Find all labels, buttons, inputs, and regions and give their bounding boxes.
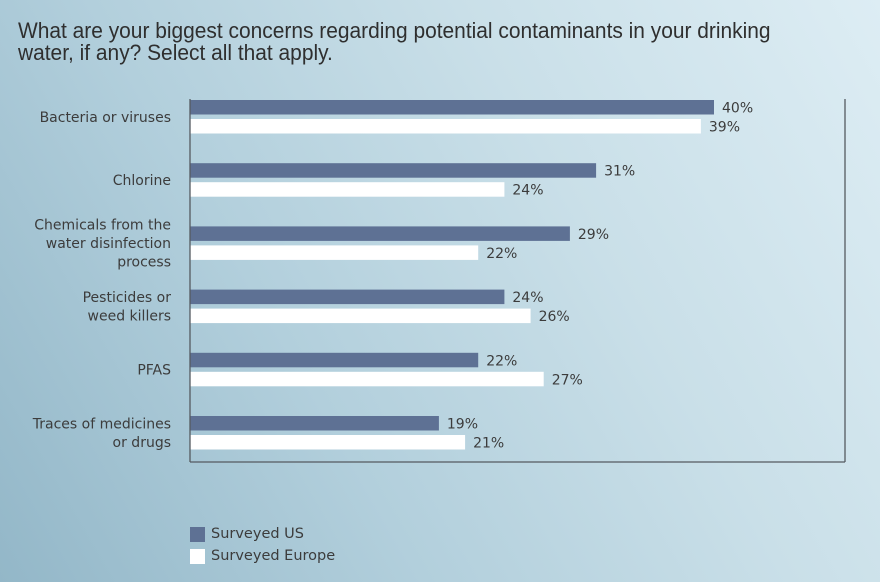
bar-europe-3 bbox=[190, 308, 531, 324]
legend-item-europe: Surveyed Europe bbox=[190, 545, 335, 567]
value-label-europe-1: 24% bbox=[512, 183, 543, 199]
legend-swatch-us bbox=[190, 526, 205, 542]
value-label-europe-2: 22% bbox=[486, 246, 517, 262]
legend-item-us: Surveyed US bbox=[190, 523, 335, 545]
category-label-3: Pesticides or weed killers bbox=[83, 290, 172, 325]
bar-us-0 bbox=[190, 100, 714, 115]
value-label-us-0: 40% bbox=[722, 101, 753, 117]
legend: Surveyed US Surveyed Europe bbox=[190, 523, 335, 567]
value-label-europe-3: 26% bbox=[539, 309, 570, 325]
bars-layer bbox=[190, 100, 714, 450]
value-label-us-4: 22% bbox=[486, 353, 517, 369]
legend-label-europe: Surveyed Europe bbox=[211, 548, 336, 564]
bar-europe-1 bbox=[190, 182, 505, 197]
value-label-us-5: 19% bbox=[447, 417, 478, 433]
value-label-europe-5: 21% bbox=[473, 436, 504, 452]
category-label-1: Chlorine bbox=[113, 173, 171, 189]
bar-us-1 bbox=[190, 163, 597, 178]
bar-europe-2 bbox=[190, 245, 479, 260]
bar-us-3 bbox=[190, 289, 505, 305]
chart-title: What are your biggest concerns regarding… bbox=[18, 18, 771, 65]
bar-us-4 bbox=[190, 352, 479, 368]
bar-europe-5 bbox=[190, 435, 466, 450]
bar-europe-0 bbox=[190, 119, 701, 134]
category-label-4: PFAS bbox=[137, 363, 171, 379]
category-label-0: Bacteria or viruses bbox=[40, 110, 171, 126]
category-label-2: Chemicals from the water disinfection proc… bbox=[34, 218, 171, 271]
category-label-5: Traces of medicines or drugs bbox=[32, 417, 171, 452]
bar-us-5 bbox=[190, 416, 439, 431]
value-label-europe-0: 39% bbox=[709, 120, 740, 136]
legend-label-us: Surveyed US bbox=[211, 526, 304, 542]
value-label-us-3: 24% bbox=[512, 290, 543, 306]
bar-europe-4 bbox=[190, 371, 544, 387]
value-label-us-1: 31% bbox=[604, 164, 635, 180]
bar-us-2 bbox=[190, 226, 570, 241]
legend-swatch-europe bbox=[190, 548, 205, 564]
labels-layer: 40% 39% Bacteria or viruses 31% 24% Chlorine 2… bbox=[32, 101, 753, 452]
value-label-europe-4: 27% bbox=[552, 372, 583, 388]
value-label-us-2: 29% bbox=[578, 227, 609, 243]
chart-frame bbox=[189, 99, 846, 463]
